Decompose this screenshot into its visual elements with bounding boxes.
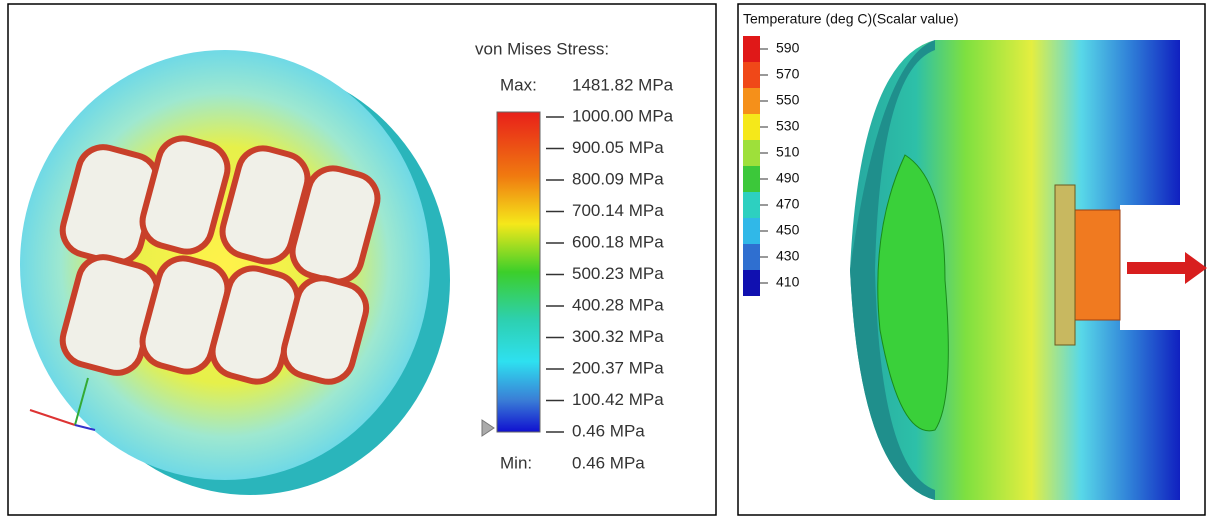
level-label: 510: [776, 144, 800, 160]
level-label: 490: [776, 170, 800, 186]
color-band: [743, 192, 760, 218]
color-band: [743, 166, 760, 192]
color-band: [743, 36, 760, 62]
level-label: 600.18 MPa: [572, 232, 664, 251]
max-value: 1481.82 MPa: [572, 75, 674, 94]
color-band: [743, 114, 760, 140]
level-label: 470: [776, 196, 800, 212]
level-label: 200.37 MPa: [572, 358, 664, 377]
legend-title: Temperature (deg C)(Scalar value): [743, 11, 959, 27]
level-label: 800.09 MPa: [572, 169, 664, 188]
min-value: 0.46 MPa: [572, 453, 645, 472]
level-label: 500.23 MPa: [572, 264, 664, 283]
level-label: 700.14 MPa: [572, 201, 664, 220]
page: von Mises Stress: Max: 1481.82 MPa Min: …: [0, 0, 1211, 519]
color-band: [743, 140, 760, 166]
color-band: [743, 88, 760, 114]
level-label: 100.42 MPa: [572, 390, 664, 409]
color-band: [743, 244, 760, 270]
color-band: [743, 62, 760, 88]
level-label: 410: [776, 274, 800, 290]
level-label: 300.32 MPa: [572, 327, 664, 346]
insert: [1055, 185, 1075, 345]
level-label: 590: [776, 40, 800, 56]
level-label: 450: [776, 222, 800, 238]
level-label: 0.46 MPa: [572, 421, 645, 440]
level-label: 550: [776, 92, 800, 108]
figure: von Mises Stress: Max: 1481.82 MPa Min: …: [0, 0, 1211, 519]
level-label: 900.05 MPa: [572, 138, 664, 157]
min-label: Min:: [500, 453, 532, 472]
max-label: Max:: [500, 75, 537, 94]
stress-color-bar: [497, 112, 540, 432]
level-label: 570: [776, 66, 800, 82]
level-label: 430: [776, 248, 800, 264]
level-label: 530: [776, 118, 800, 134]
color-band: [743, 218, 760, 244]
color-band: [743, 270, 760, 296]
level-label: 1000.00 MPa: [572, 106, 674, 125]
legend-title: von Mises Stress:: [475, 39, 609, 58]
level-label: 400.28 MPa: [572, 295, 664, 314]
